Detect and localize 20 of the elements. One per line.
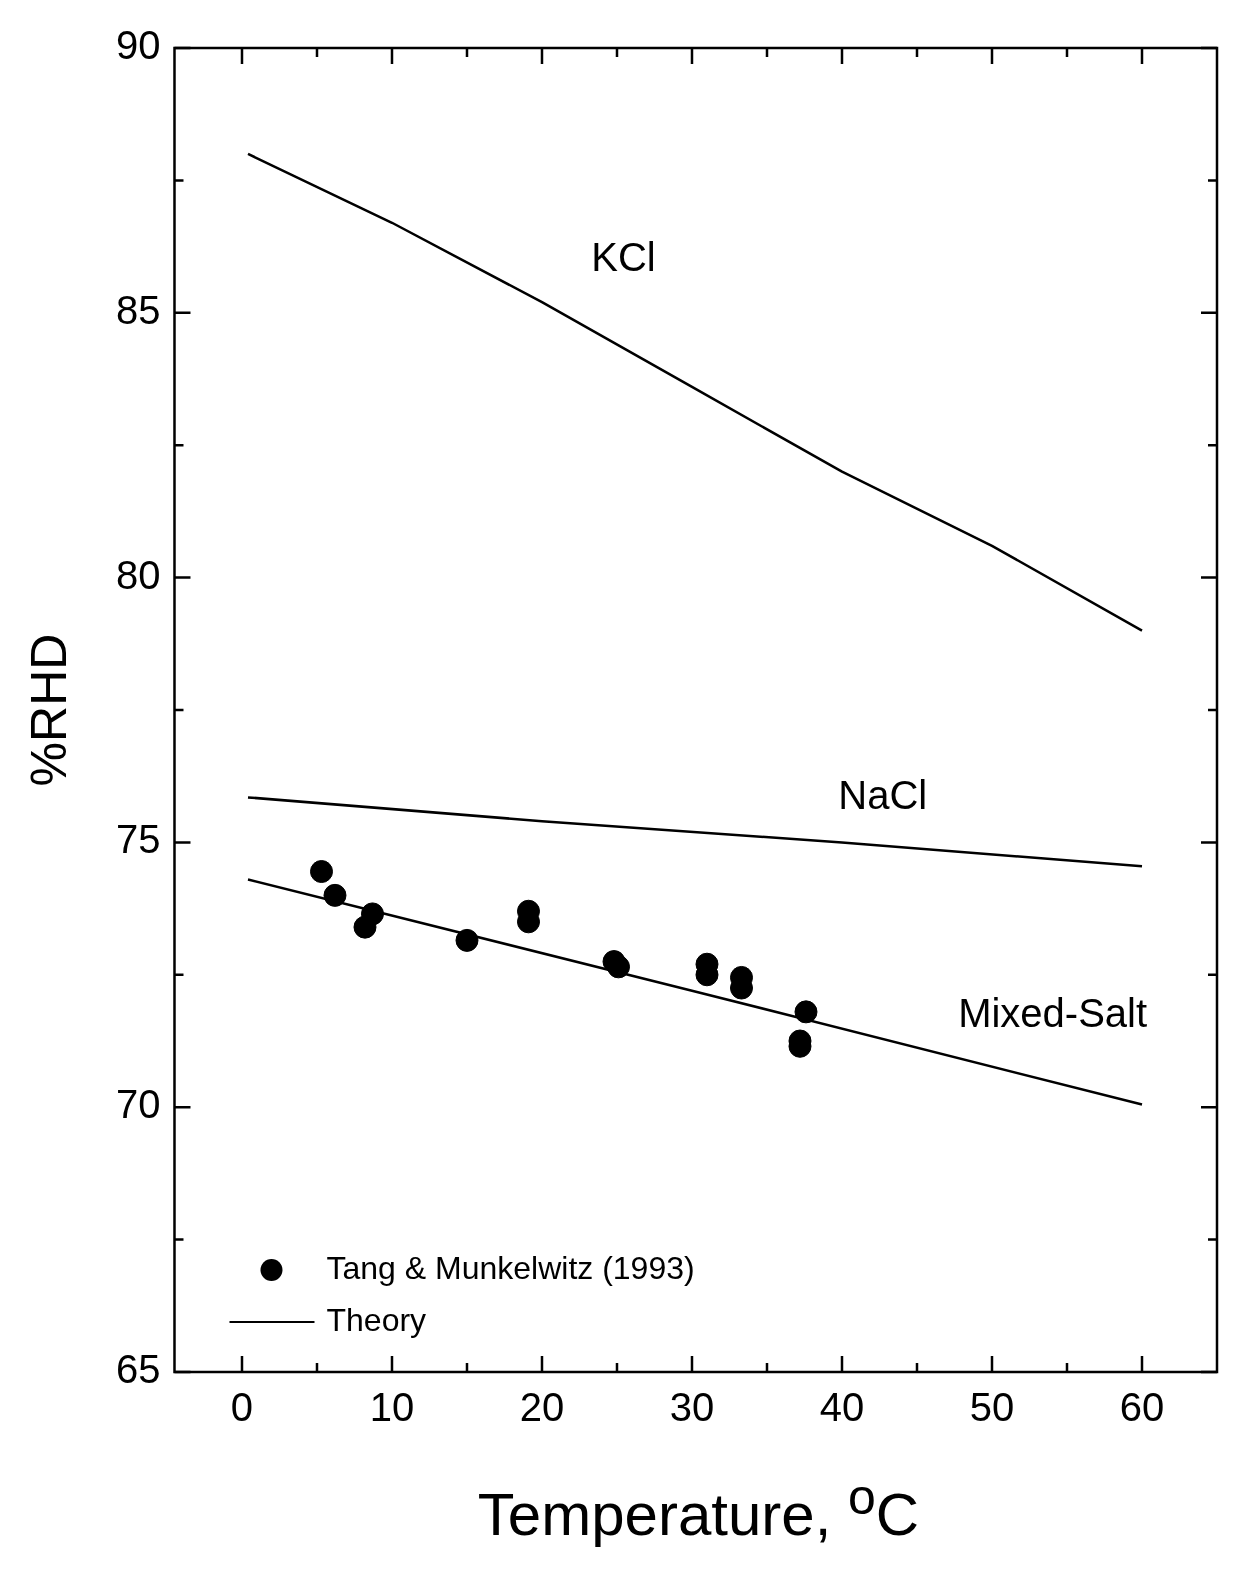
y-tick-label: 85 bbox=[115, 287, 161, 332]
x-tick-label: 20 bbox=[519, 1385, 565, 1430]
legend-label: Theory bbox=[326, 1301, 427, 1338]
x-tick-label: 40 bbox=[819, 1385, 865, 1430]
x-tick-label: 50 bbox=[969, 1385, 1015, 1430]
y-tick-label: 90 bbox=[115, 23, 161, 68]
annotation: KCl bbox=[591, 235, 656, 280]
x-axis-title: Temperature, $^{o}$C bbox=[476, 1468, 921, 1549]
x-tick-label: 60 bbox=[1119, 1385, 1165, 1430]
x-tick-label: 0 bbox=[230, 1385, 254, 1430]
y-tick-label: 80 bbox=[115, 552, 161, 597]
annotation: Mixed-Salt bbox=[958, 990, 1148, 1035]
y-tick-label: 75 bbox=[115, 817, 161, 862]
y-tick-label: 65 bbox=[115, 1347, 161, 1392]
y-tick-label: 70 bbox=[115, 1082, 161, 1127]
legend-label: Tang & Munkelwitz (1993) bbox=[326, 1249, 695, 1286]
x-tick-label: 30 bbox=[669, 1385, 715, 1430]
x-tick-label: 10 bbox=[369, 1385, 415, 1430]
annotation: NaCl bbox=[838, 772, 928, 817]
y-axis-title: %RHD bbox=[20, 633, 77, 787]
